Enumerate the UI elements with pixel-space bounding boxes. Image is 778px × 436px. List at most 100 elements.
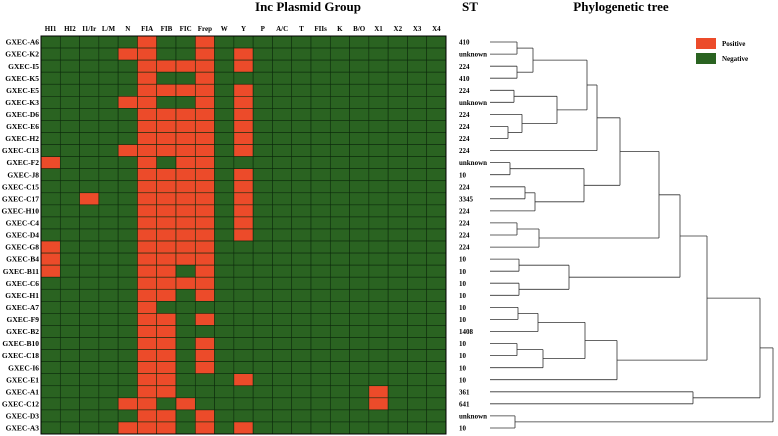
- heatmap-cell: [272, 168, 293, 182]
- heatmap-cell: [310, 144, 331, 157]
- heatmap-cell: [310, 276, 331, 290]
- column-header: P: [261, 25, 266, 33]
- isolate-label: GXEC-B4: [6, 255, 39, 264]
- heatmap-cell: [252, 228, 273, 242]
- column-header: A/C: [276, 25, 288, 33]
- heatmap-cell: [252, 325, 273, 338]
- heatmap-cell: [214, 120, 235, 133]
- heatmap-cell: [310, 71, 331, 85]
- heatmap-cell: [59, 132, 80, 145]
- heatmap-cell: [310, 288, 331, 302]
- heatmap-cell: [79, 397, 100, 411]
- isolate-label: GXEC-B10: [2, 339, 39, 348]
- heatmap-cell: [368, 252, 389, 266]
- heatmap-cell: [272, 301, 293, 314]
- isolate-label: GXEC-F9: [7, 315, 40, 324]
- heatmap-cell: [175, 192, 196, 206]
- heatmap-cell: [117, 252, 138, 266]
- heatmap-cell: [79, 373, 100, 387]
- column-header: HI2: [64, 25, 76, 33]
- heatmap-cell: [407, 313, 428, 326]
- heatmap-cell: [194, 228, 215, 242]
- heatmap-cell: [368, 47, 389, 61]
- heatmap-cell: [329, 132, 350, 145]
- heatmap-cell: [252, 288, 273, 302]
- heatmap-cell: [40, 59, 61, 73]
- heatmap-cell: [387, 313, 408, 326]
- st-label: unknown: [459, 413, 487, 421]
- column-headers: HI1 HI2 I1/Ir L/M N FIA FIB FIC Frep W Y P A/C T FIIs K…: [45, 25, 441, 33]
- heatmap-cell: [156, 240, 177, 254]
- heatmap-cell: [272, 361, 293, 375]
- heatmap-cell: [329, 409, 350, 423]
- heatmap-cell: [194, 168, 215, 182]
- heatmap-cell: [117, 228, 138, 242]
- heatmap-cell: [59, 325, 80, 338]
- heatmap-cell: [79, 313, 100, 326]
- heatmap-cell: [272, 120, 293, 133]
- heatmap-cell: [175, 168, 196, 182]
- heatmap-cell: [252, 180, 273, 194]
- heatmap-cell: [368, 288, 389, 302]
- heatmap-cell: [59, 96, 80, 109]
- heatmap-cell: [40, 301, 61, 314]
- heatmap-cell: [117, 132, 138, 145]
- heatmap-cell: [387, 361, 408, 375]
- heatmap-cell: [156, 192, 177, 206]
- heatmap-cell: [272, 83, 293, 97]
- heatmap-cell: [156, 397, 177, 411]
- heatmap-cell: [272, 35, 293, 49]
- heatmap-cell: [79, 168, 100, 182]
- heatmap-cell: [59, 71, 80, 85]
- heatmap-cell: [291, 252, 312, 266]
- heatmap-cell: [426, 96, 447, 109]
- heatmap-cell: [368, 132, 389, 145]
- heatmap-cell: [175, 288, 196, 302]
- heatmap-cell: [252, 337, 273, 350]
- heatmap-cell: [368, 361, 389, 375]
- heatmap-cell: [156, 71, 177, 85]
- legend: Positive Negative: [696, 38, 748, 64]
- heatmap-cell: [387, 132, 408, 145]
- heatmap-cell: [426, 337, 447, 350]
- heatmap-cell: [252, 361, 273, 375]
- heatmap-cell: [194, 276, 215, 290]
- heatmap-cell: [329, 71, 350, 85]
- heatmap-cell: [79, 120, 100, 133]
- heatmap-cell: [137, 325, 158, 338]
- heatmap-cell: [368, 228, 389, 242]
- heatmap-cell: [349, 156, 370, 169]
- heatmap-cell: [272, 59, 293, 73]
- heatmap-cell: [272, 96, 293, 109]
- heatmap-cell: [407, 216, 428, 230]
- heatmap-cell: [117, 397, 138, 411]
- heatmap-cell: [175, 35, 196, 49]
- heatmap-cell: [407, 385, 428, 399]
- heatmap-cell: [426, 204, 447, 218]
- heatmap-cell: [156, 288, 177, 302]
- isolate-labels: GXEC-A6 GXEC-K2 GXEC-I5 GXEC-K5 GXEC-E5 GXEC-…: [2, 38, 40, 433]
- heatmap-cell: [214, 385, 235, 399]
- heatmap-cell: [252, 313, 273, 326]
- st-label: 3345: [459, 195, 474, 203]
- heatmap-cell: [407, 144, 428, 157]
- heatmap-cell: [272, 47, 293, 61]
- heatmap-cell: [79, 180, 100, 194]
- heatmap-cell: [368, 409, 389, 423]
- column-header: FIB: [161, 25, 173, 33]
- heatmap-cell: [329, 361, 350, 375]
- heatmap-cell: [349, 180, 370, 194]
- heatmap-cell: [156, 421, 177, 435]
- heatmap-cell: [175, 325, 196, 338]
- heatmap-grid: [40, 35, 447, 435]
- heatmap-cell: [214, 264, 235, 278]
- heatmap-cell: [272, 397, 293, 411]
- heatmap-cell: [233, 276, 254, 290]
- heatmap-cell: [137, 120, 158, 133]
- heatmap-cell: [368, 180, 389, 194]
- column-header: FIIs: [314, 25, 327, 33]
- st-label: 224: [459, 135, 470, 143]
- heatmap-cell: [175, 264, 196, 278]
- heatmap-border: [40, 35, 447, 435]
- heatmap-cell: [291, 168, 312, 182]
